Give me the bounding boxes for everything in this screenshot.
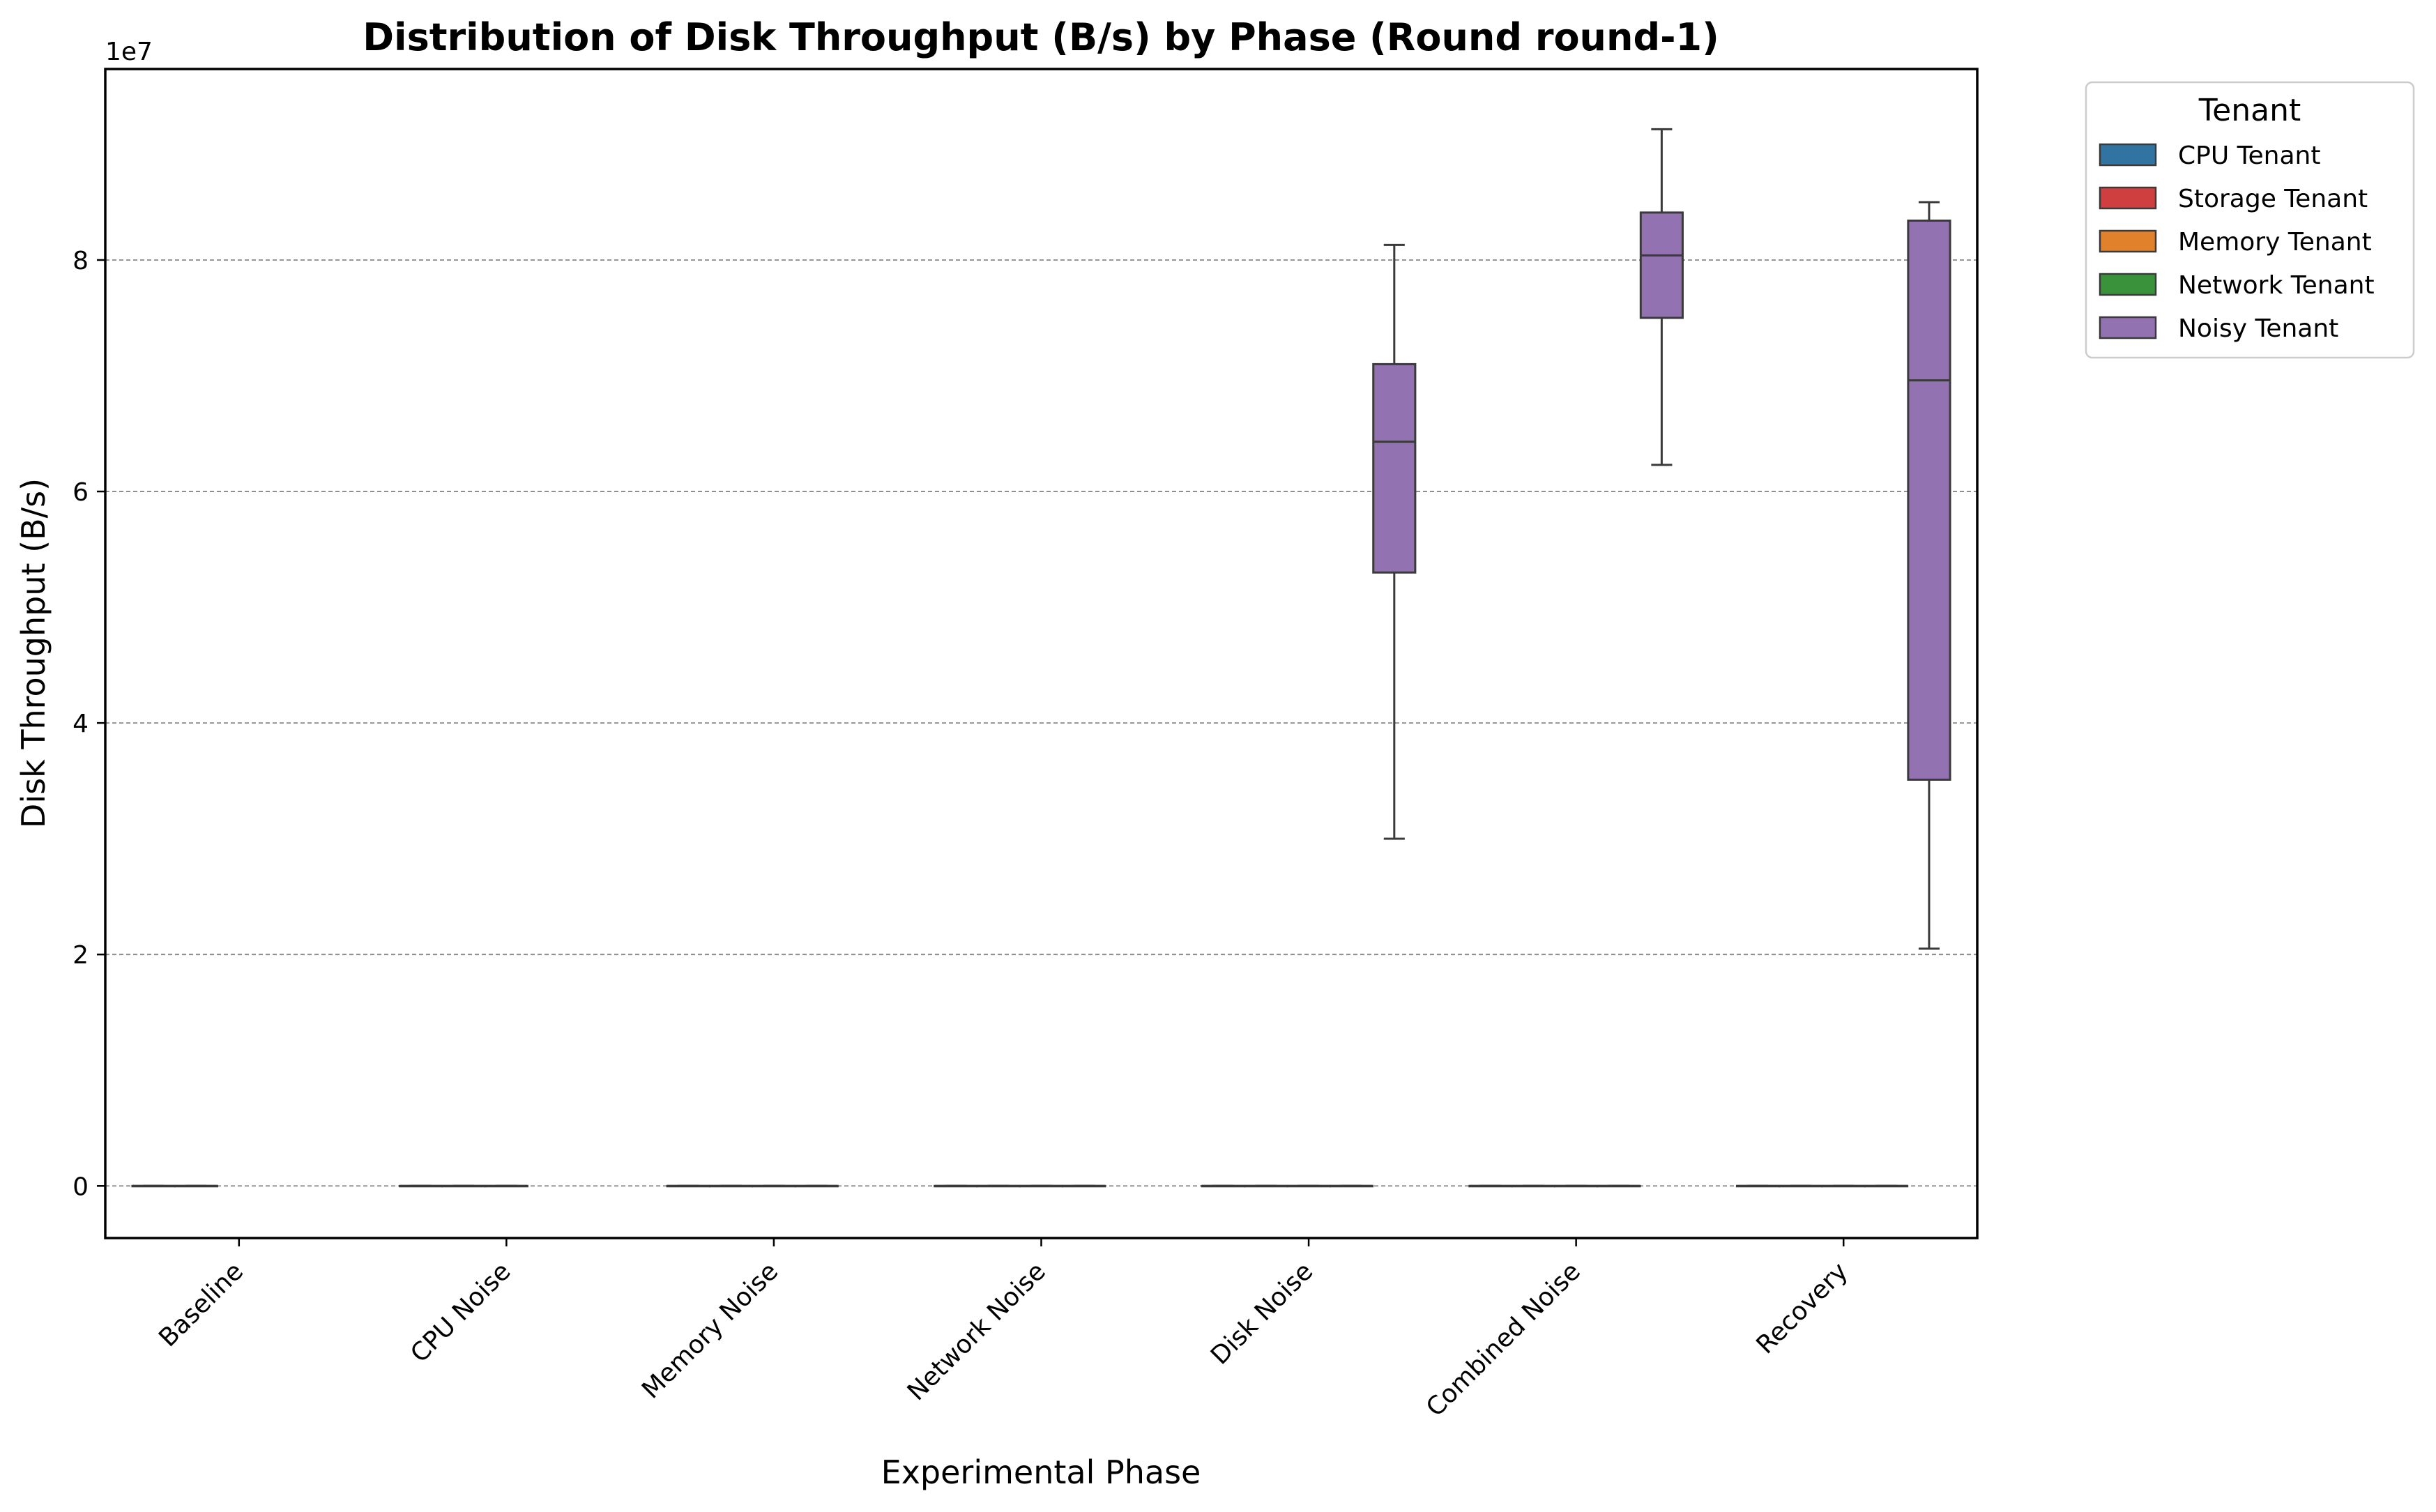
x-tick-label: Combined Noise <box>1421 1257 1586 1422</box>
legend-swatch <box>2099 316 2157 339</box>
x-tick-label: Baseline <box>153 1257 249 1352</box>
legend-items: CPU Tenant Storage Tenant Memory Tenant Net… <box>2099 142 2375 343</box>
box-iqr <box>1372 362 1417 574</box>
x-axis-ticks: Baseline CPU Noise Memory Noise Network Noi… <box>153 1238 1854 1422</box>
legend-swatch <box>2099 143 2157 167</box>
y-tick-label: 4 <box>73 710 89 738</box>
y-axis-label: Disk Throughput (B/s) <box>15 478 52 828</box>
x-tick-label: Disk Noise <box>1205 1257 1318 1370</box>
box-noisy-tenant <box>1372 243 1417 840</box>
x-tick-label: Recovery <box>1751 1257 1854 1359</box>
y-axis-offset-label: 1e7 <box>105 38 153 66</box>
legend-frame <box>2085 81 2415 359</box>
legend-swatch <box>2099 186 2157 210</box>
box-series-layer <box>131 128 1951 1188</box>
legend: Tenant CPU Tenant Storage Tenant Memory Te… <box>2085 81 2415 359</box>
legend-label: Storage Tenant <box>2178 185 2368 213</box>
x-axis-label: Experimental Phase <box>881 1453 1201 1491</box>
plot-area-frame <box>104 68 1979 1239</box>
x-tick-label: CPU Noise <box>405 1257 516 1368</box>
legend-swatch <box>2099 229 2157 253</box>
legend-label: CPU Tenant <box>2178 142 2320 170</box>
legend-swatch <box>2099 273 2157 296</box>
y-tick-label: 0 <box>73 1173 89 1201</box>
box-iqr <box>1639 211 1684 319</box>
legend-title: Tenant <box>2198 93 2301 128</box>
x-tick-label: Memory Noise <box>637 1257 784 1404</box>
legend-label: Network Tenant <box>2178 271 2375 300</box>
y-tick-label: 2 <box>73 941 89 970</box>
y-tick-label: 8 <box>73 247 89 275</box>
chart-title: Distribution of Disk Throughput (B/s) by… <box>363 15 1719 59</box>
y-axis-ticks: 0 2 4 6 8 <box>73 247 105 1201</box>
y-tick-label: 6 <box>73 478 89 507</box>
legend-label: Noisy Tenant <box>2178 314 2338 343</box>
x-tick-label: Network Noise <box>902 1257 1051 1406</box>
box-noisy-tenant <box>1907 201 1951 950</box>
legend-label: Memory Tenant <box>2178 228 2372 257</box>
box-noisy-tenant <box>1639 128 1684 466</box>
grid-lines <box>105 259 1977 1187</box>
box-iqr <box>1907 220 1951 781</box>
